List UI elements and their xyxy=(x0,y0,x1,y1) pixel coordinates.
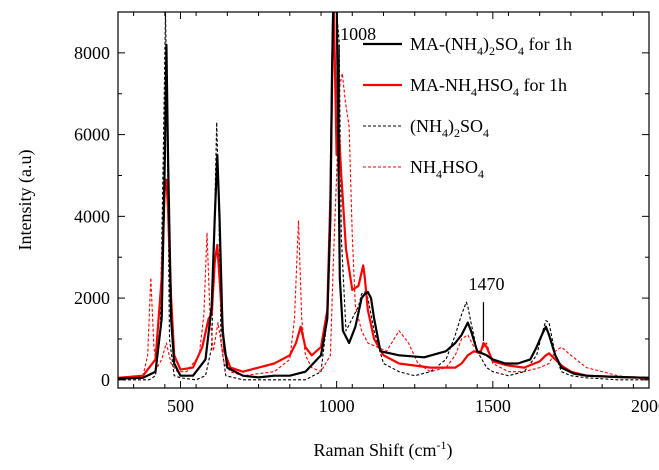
axis-ticks: 500 1000 1500 2000 0 2000 4000 6000 8000 xyxy=(74,12,659,416)
legend-label-2: MA-NH4HSO4 for 1h xyxy=(410,75,567,99)
series-line-3 xyxy=(118,12,649,381)
legend-label-3: (NH4)2SO4 xyxy=(410,116,489,140)
x-axis-label-end: ) xyxy=(446,440,452,461)
y-tick-label: 8000 xyxy=(74,43,110,63)
series-line-2 xyxy=(118,12,649,379)
x-axis-label: Raman Shift (cm-1) xyxy=(314,438,453,461)
y-tick-label: 2000 xyxy=(74,288,110,308)
annotations: 1008 1470 xyxy=(338,24,504,341)
y-axis-label: Intensity (a.u) xyxy=(15,150,36,251)
annotation-1470: 1470 xyxy=(468,274,504,294)
x-axis-label-sup: -1 xyxy=(436,438,446,452)
x-tick-label: 1000 xyxy=(319,396,355,416)
x-tick-label: 1500 xyxy=(475,396,511,416)
series-line-4 xyxy=(118,72,649,381)
annotation-1008: 1008 xyxy=(340,24,376,44)
legend-label-4: NH4HSO4 xyxy=(410,157,484,181)
y-tick-label: 6000 xyxy=(74,125,110,145)
x-axis-label-main: Raman Shift (cm xyxy=(314,440,437,461)
series-line-1 xyxy=(118,12,649,380)
legend-label-1: MA-(NH4)2SO4 for 1h xyxy=(410,34,572,58)
plot-frame xyxy=(117,11,650,389)
legend: MA-(NH4)2SO4 for 1h MA-NH4HSO4 for 1h (NH4… xyxy=(363,34,572,181)
y-tick-label: 0 xyxy=(101,370,110,390)
x-tick-label: 500 xyxy=(167,396,194,416)
y-tick-label: 4000 xyxy=(74,206,110,226)
x-tick-label: 2000 xyxy=(631,396,659,416)
series-layer xyxy=(118,12,649,381)
